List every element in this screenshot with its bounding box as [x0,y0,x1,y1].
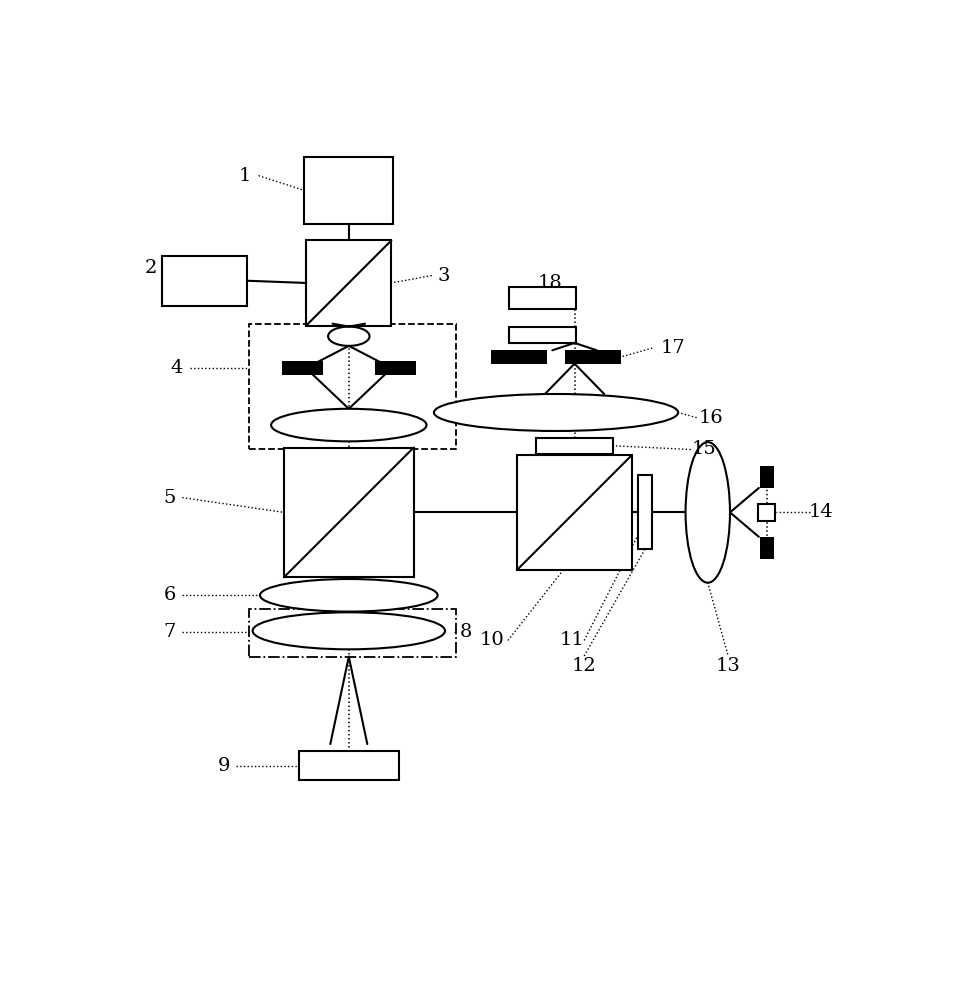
Bar [305,157,393,224]
Bar [760,466,774,488]
Bar [518,455,632,570]
Bar [249,609,456,657]
Bar [491,350,547,364]
Bar [638,475,651,549]
Text: 16: 16 [699,409,724,427]
Text: 18: 18 [538,274,562,292]
Ellipse shape [252,612,445,649]
Bar [249,324,456,449]
Text: 11: 11 [560,631,584,649]
Text: 7: 7 [163,623,176,641]
Bar [282,361,323,375]
Text: 1: 1 [239,167,251,185]
Bar [536,438,613,454]
Text: 8: 8 [459,623,472,641]
Text: 14: 14 [809,503,834,521]
Bar [509,287,576,309]
Text: 4: 4 [171,359,183,377]
Ellipse shape [260,579,437,612]
Bar [509,327,576,343]
Text: 10: 10 [480,631,505,649]
Bar [299,751,399,780]
Ellipse shape [686,442,730,583]
Text: 5: 5 [163,489,176,507]
Bar [162,256,247,306]
Ellipse shape [434,394,678,431]
Text: 6: 6 [163,586,176,604]
Bar [565,350,621,364]
Ellipse shape [329,327,370,346]
Bar [758,504,775,521]
Bar [284,448,414,577]
Bar [760,537,774,559]
Text: 12: 12 [572,657,597,675]
Bar [375,361,415,375]
Text: 3: 3 [437,267,450,285]
Ellipse shape [271,409,427,441]
Text: 17: 17 [661,339,686,357]
Text: 2: 2 [144,259,157,277]
Text: 13: 13 [715,657,740,675]
Bar [307,240,392,326]
Text: 9: 9 [219,757,231,775]
Text: 15: 15 [691,440,716,458]
